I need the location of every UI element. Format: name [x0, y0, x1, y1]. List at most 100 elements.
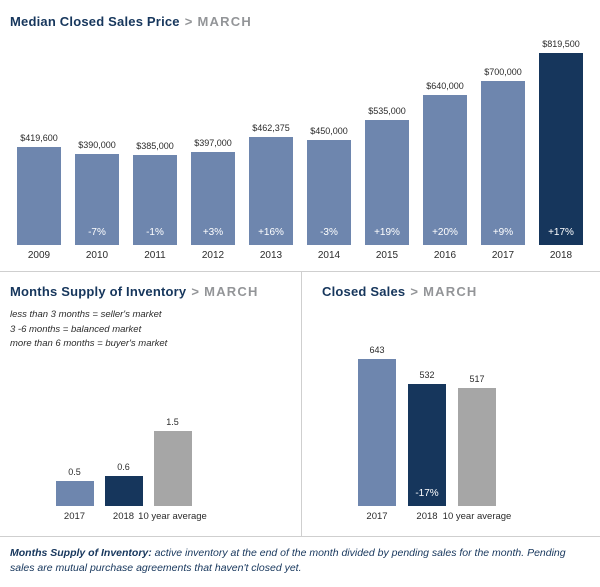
- bar: [458, 387, 496, 506]
- bar-x-label: 2011: [144, 250, 166, 261]
- bar-value-label: $462,375: [252, 123, 290, 133]
- chart-title-separator: >: [191, 284, 200, 299]
- bar-value-label: $640,000: [426, 81, 464, 91]
- bar-group: $397,000 +3% 2012: [191, 138, 235, 261]
- bar-value-label: 0.6: [117, 461, 130, 472]
- chart-subtitle-text: MARCH: [204, 284, 259, 299]
- bar-group: $390,000 -7% 2010: [75, 140, 119, 261]
- bar-group: 532 -17% 2018: [408, 370, 446, 522]
- bar: -7%: [75, 154, 119, 245]
- median-sales-price-bars: $419,600 2009 $390,000 -7% 2010 $385,000 -1% 20…: [10, 39, 590, 261]
- closed-sales-chart: Closed Sales > MARCH 643 2017 532 -17% 2018 517…: [302, 272, 600, 536]
- bar: -3%: [307, 140, 351, 245]
- bar: [358, 358, 396, 506]
- bar-value-label: $819,500: [542, 39, 580, 49]
- bar: [17, 147, 61, 245]
- bar-x-label: 2014: [317, 250, 341, 261]
- bar: +20%: [423, 95, 467, 245]
- bar: [55, 480, 94, 506]
- bar: +9%: [481, 81, 525, 245]
- months-supply-bars: 0.5 2017 0.6 2018 1.5 10 year average: [0, 417, 247, 522]
- legend-line-sellers-market: less than 3 months = seller's market: [10, 309, 162, 320]
- bar: -17%: [408, 383, 446, 506]
- bar-value-label: $390,000: [78, 140, 116, 150]
- closed-sales-title: Closed Sales > MARCH: [322, 284, 590, 299]
- bar-group: $419,600 2009: [17, 133, 61, 261]
- bar-value-label: 517: [469, 373, 485, 384]
- horizontal-divider: [0, 271, 600, 272]
- bar-group: $385,000 -1% 2011: [133, 141, 177, 261]
- bar-x-label: 2016: [433, 250, 457, 261]
- bar-x-label: 2009: [27, 250, 51, 261]
- bar: +17%: [539, 53, 583, 245]
- bar-group: $819,500 +17% 2018: [539, 39, 583, 261]
- bar-percent-label: +20%: [432, 227, 458, 238]
- months-supply-chart: Months Supply of Inventory > MARCH less th…: [0, 272, 301, 536]
- bar-value-label: $450,000: [310, 126, 348, 136]
- months-supply-title: Months Supply of Inventory > MARCH: [10, 284, 291, 299]
- bar-group: 643 2017: [358, 345, 396, 522]
- bar-x-label: 2017: [63, 510, 86, 522]
- footer-note-lead: Months Supply of Inventory:: [10, 546, 152, 559]
- footer-note: Months Supply of Inventory: active inven…: [0, 535, 600, 587]
- closed-sales-bars: 643 2017 532 -17% 2018 517 10 year average: [302, 345, 552, 522]
- market-type-legend: less than 3 months = seller's market 3 -…: [10, 308, 291, 352]
- bar-percent-label: -7%: [88, 227, 106, 238]
- bar-group: 0.6 2018: [104, 461, 143, 522]
- footer-note-text: active inventory at the end of the month…: [10, 546, 566, 575]
- chart-title-separator: >: [410, 284, 419, 299]
- bar-percent-label: -17%: [415, 487, 439, 499]
- bar-value-label: $385,000: [136, 141, 174, 151]
- bar-percent-label: -1%: [146, 227, 164, 238]
- bar-value-label: 0.5: [68, 466, 81, 477]
- median-chart-title: Median Closed Sales Price > MARCH: [10, 14, 590, 29]
- bar-group: 1.5 10 year average: [138, 416, 207, 522]
- bar-percent-label: +9%: [492, 227, 514, 238]
- bar: -1%: [133, 155, 177, 245]
- bar-x-label: 2013: [259, 250, 283, 261]
- bar-percent-label: +17%: [548, 227, 574, 238]
- bar-x-label: 10 year average: [138, 510, 207, 522]
- chart-title-text: Closed Sales: [322, 284, 406, 299]
- bar-group: $700,000 +9% 2017: [481, 67, 525, 261]
- bar-x-label: 2018: [549, 250, 573, 261]
- chart-title-text: Median Closed Sales Price: [10, 14, 180, 29]
- bar-group: $450,000 -3% 2014: [307, 126, 351, 261]
- bar-x-label: 2018: [416, 510, 438, 522]
- bar: +3%: [191, 152, 235, 245]
- median-sales-price-chart: Median Closed Sales Price > MARCH $419,600…: [0, 0, 600, 261]
- bar-x-label: 2017: [491, 250, 515, 261]
- bar-value-label: $535,000: [368, 106, 406, 116]
- bar-value-label: 1.5: [166, 416, 179, 427]
- bar-value-label: $419,600: [20, 133, 58, 143]
- bar: +16%: [249, 137, 293, 245]
- bar: [153, 430, 192, 506]
- bar-x-label: 2015: [375, 250, 399, 261]
- bar-x-label: 10 year average: [442, 510, 512, 522]
- bar-x-label: 2012: [201, 250, 225, 261]
- bar-group: 0.5 2017: [55, 466, 94, 522]
- bar-x-label: 2018: [112, 510, 135, 522]
- bar-group: $640,000 +20% 2016: [423, 81, 467, 261]
- bar-percent-label: +3%: [202, 227, 224, 238]
- bar-x-label: 2017: [366, 510, 388, 522]
- bar-group: $535,000 +19% 2015: [365, 106, 409, 261]
- bar-percent-label: -3%: [320, 227, 338, 238]
- bar: +19%: [365, 120, 409, 245]
- bottom-section: Months Supply of Inventory > MARCH less th…: [0, 272, 600, 536]
- chart-title-text: Months Supply of Inventory: [10, 284, 187, 299]
- bar-value-label: 643: [369, 344, 385, 355]
- bar-value-label: $700,000: [484, 67, 522, 77]
- bar: [104, 475, 143, 506]
- chart-subtitle-text: MARCH: [423, 284, 478, 299]
- bar-percent-label: +19%: [374, 227, 400, 238]
- bar-value-label: $397,000: [194, 138, 232, 148]
- chart-title-separator: >: [184, 14, 193, 29]
- bar-value-label: 532: [419, 369, 435, 380]
- chart-subtitle-text: MARCH: [197, 14, 252, 29]
- bar-x-label: 2010: [85, 250, 109, 261]
- bar-group: $462,375 +16% 2013: [249, 123, 293, 261]
- vertical-divider: [301, 272, 302, 536]
- bar-percent-label: +16%: [258, 227, 284, 238]
